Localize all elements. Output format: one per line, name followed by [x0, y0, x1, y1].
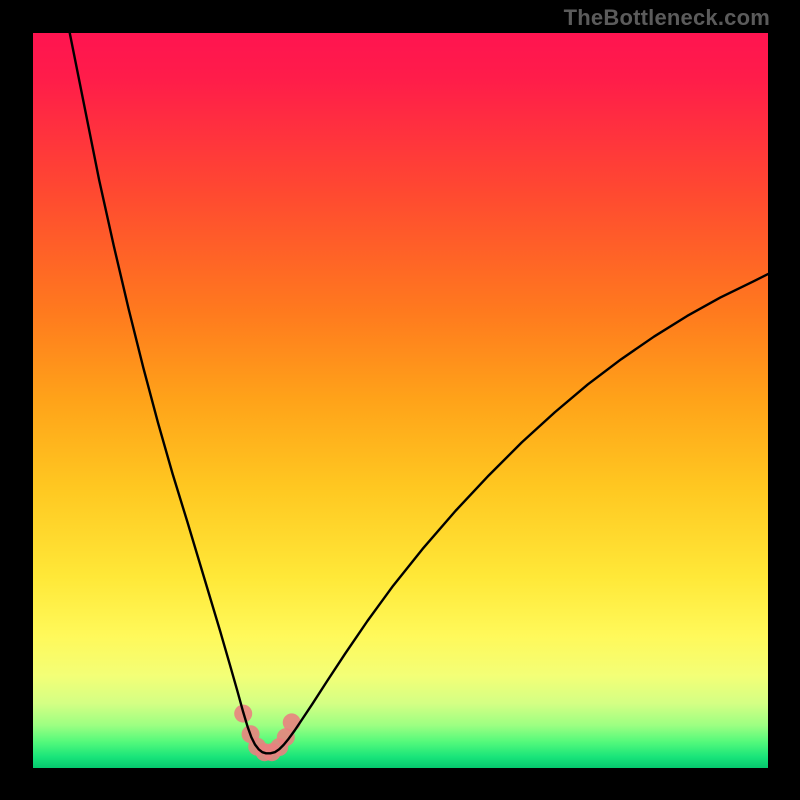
plot-area	[33, 33, 768, 768]
watermark-text: TheBottleneck.com	[564, 5, 770, 31]
curve-layer	[33, 33, 768, 768]
marker-dot	[283, 713, 301, 731]
bottleneck-curve	[70, 33, 768, 753]
stage: TheBottleneck.com	[0, 0, 800, 800]
